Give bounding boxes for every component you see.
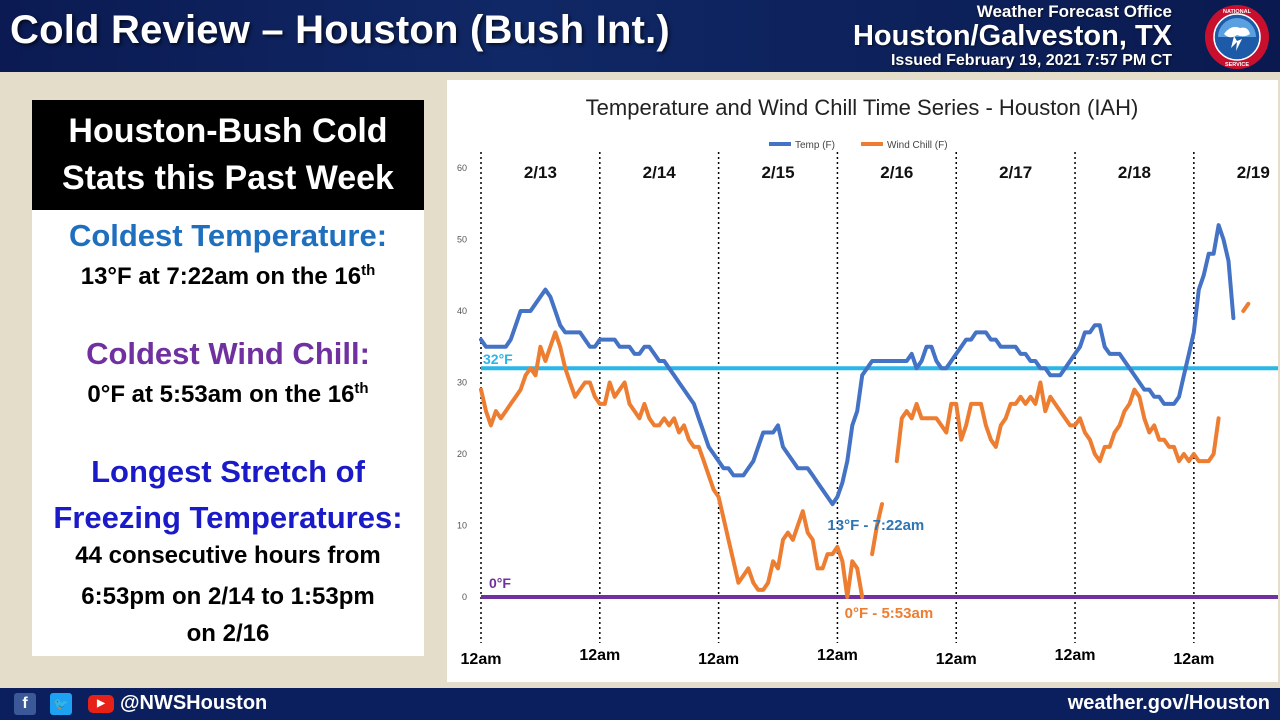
y-tick-label: 20 xyxy=(457,449,467,459)
footer-bar: f 🐦 ▶ @NWSHouston weather.gov/Houston xyxy=(0,688,1280,720)
x-tick-label: 12am xyxy=(817,647,858,664)
page-title: Cold Review – Houston (Bush Int.) xyxy=(10,8,670,52)
social-handle[interactable]: @NWSHouston xyxy=(120,692,268,714)
chart-container: Temperature and Wind Chill Time Series -… xyxy=(447,80,1278,682)
svg-text:NATIONAL: NATIONAL xyxy=(1223,9,1252,15)
y-tick-label: 60 xyxy=(457,163,467,173)
y-tick-label: 50 xyxy=(457,235,467,245)
day-label: 2/16 xyxy=(880,163,913,182)
nws-logo-icon: NATIONAL SERVICE xyxy=(1205,5,1269,69)
facebook-icon[interactable]: f xyxy=(14,693,36,715)
windchill-series-line xyxy=(479,330,865,599)
x-tick-label: 12am xyxy=(698,651,739,668)
freeze-detail-line1: 44 consecutive hours from xyxy=(75,542,381,569)
day-label: 2/19 xyxy=(1237,163,1270,182)
y-tick-label: 0 xyxy=(462,592,467,602)
office-label: Weather Forecast Office xyxy=(976,2,1172,21)
coldest-windchill-value: 0°F at 5:53am on the 16th xyxy=(87,380,369,408)
y-tick-label: 40 xyxy=(457,306,467,316)
freezing-line-label: 32°F xyxy=(483,351,513,367)
y-tick-label: 10 xyxy=(457,521,467,531)
office-name: Houston/Galveston, TX xyxy=(852,20,1172,52)
freeze-heading-line2: Freezing Temperatures: xyxy=(53,500,403,535)
day-label: 2/14 xyxy=(643,163,677,182)
windchill-series-line xyxy=(870,502,884,557)
coldest-temp-heading: Coldest Temperature: xyxy=(68,218,388,253)
legend-label-temp: Temp (F) xyxy=(795,140,835,151)
y-tick-label: 30 xyxy=(457,378,467,388)
x-tick-label: 12am xyxy=(461,651,502,668)
stats-heading: Houston-Bush Cold Stats this Past Week xyxy=(32,100,424,210)
twitter-icon[interactable]: 🐦 xyxy=(50,693,72,715)
day-label: 2/18 xyxy=(1118,163,1151,182)
x-tick-label: 12am xyxy=(1173,651,1214,668)
windchill-series-line xyxy=(894,380,1221,464)
zero-line-label: 0°F xyxy=(489,575,511,591)
temp-series-line xyxy=(479,223,1236,507)
temperature-windchill-chart: Temperature and Wind Chill Time Series -… xyxy=(457,95,1278,668)
day-label: 2/15 xyxy=(761,163,794,182)
coldest-windchill-heading: Coldest Wind Chill: xyxy=(86,336,370,371)
svg-text:SERVICE: SERVICE xyxy=(1225,62,1249,68)
day-label: 2/17 xyxy=(999,163,1032,182)
day-label: 2/13 xyxy=(524,163,557,182)
freeze-detail-line2: 6:53pm on 2/14 to 1:53pm xyxy=(81,583,375,610)
min-windchill-annotation: 0°F - 5:53am xyxy=(845,605,934,622)
min-temp-annotation: 13°F - 7:22am xyxy=(827,517,924,534)
stats-panel: Houston-Bush Cold Stats this Past Week C… xyxy=(32,100,424,656)
youtube-icon[interactable]: ▶ xyxy=(88,695,114,713)
windchill-series-line xyxy=(1241,301,1251,313)
freeze-detail-line3: on 2/16 xyxy=(186,620,270,647)
x-tick-label: 12am xyxy=(936,651,977,668)
header-banner: Cold Review – Houston (Bush Int.) Weathe… xyxy=(0,0,1280,72)
legend-label-windchill: Wind Chill (F) xyxy=(887,140,948,151)
x-tick-label: 12am xyxy=(579,647,620,664)
chart-title: Temperature and Wind Chill Time Series -… xyxy=(586,95,1139,120)
freeze-heading-line1: Longest Stretch of xyxy=(91,454,365,489)
x-tick-label: 12am xyxy=(1055,647,1096,664)
coldest-temp-value: 13°F at 7:22am on the 16th xyxy=(80,262,376,290)
issued-timestamp: Issued February 19, 2021 7:57 PM CT xyxy=(890,52,1172,69)
website-link[interactable]: weather.gov/Houston xyxy=(1067,692,1270,714)
